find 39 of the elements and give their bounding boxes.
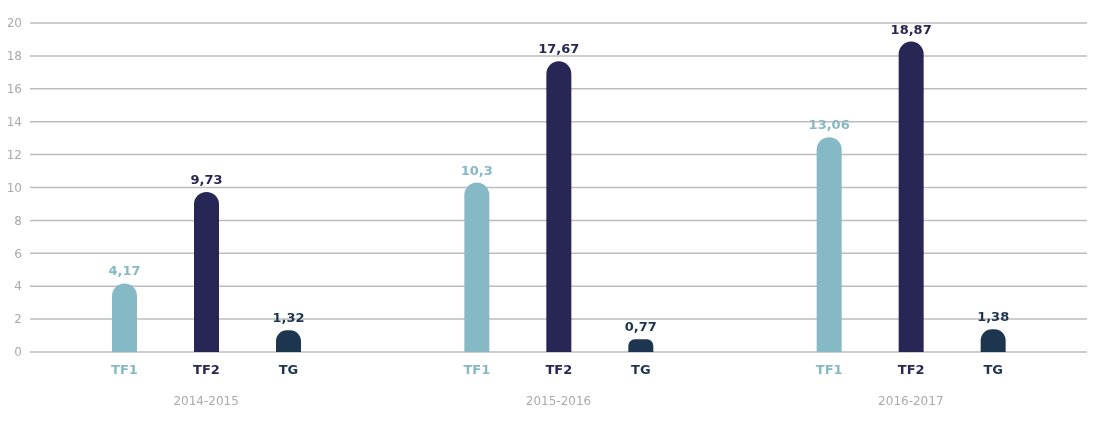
y-tick-label: 12 [6,147,22,162]
y-tick-label: 18 [6,49,22,64]
bar [194,191,219,352]
text: TG [631,362,651,377]
series-label: TF1 [463,362,491,377]
y-tick-label: 2 [14,312,22,327]
data-label: 18,87 [890,21,932,37]
bar [898,41,924,352]
data-label: 1,38 [977,309,1010,325]
y-tick-label: 20 [6,16,22,31]
data-label: 1,32 [272,310,305,326]
y-tick-label: 6 [14,246,22,261]
y-tick-label: 8 [14,213,22,228]
y-tick-label: 16 [6,82,22,97]
y-tick-label: 10 [6,180,22,195]
data-label: 10,3 [460,162,493,178]
data-label: 0,77 [624,319,657,335]
bar [628,339,654,352]
data-label: 13,06 [808,117,850,133]
bar [816,137,842,352]
series-label: TF2 [545,362,573,377]
x-tick-label: 2014-2015 [173,393,239,408]
y-tick-label: 0 [14,345,22,360]
data-label: 4,17 [108,263,141,279]
bar [546,61,572,352]
text: TF1 [111,362,138,377]
data-label: 17,67 [538,41,580,57]
y-tick-label: 14 [6,114,22,129]
bar [112,283,137,352]
x-tick-label: 2016-2017 [878,393,944,408]
data-label: 9,73 [190,171,223,187]
series-label: TG [278,362,299,377]
x-tick-label: 2015-2016 [525,393,592,408]
y-tick-label: 4 [14,279,22,294]
text: TF1 [815,362,843,377]
text: TF2 [193,362,220,377]
text: TG [983,362,1003,377]
bar [464,182,490,352]
text: TF2 [897,362,925,377]
